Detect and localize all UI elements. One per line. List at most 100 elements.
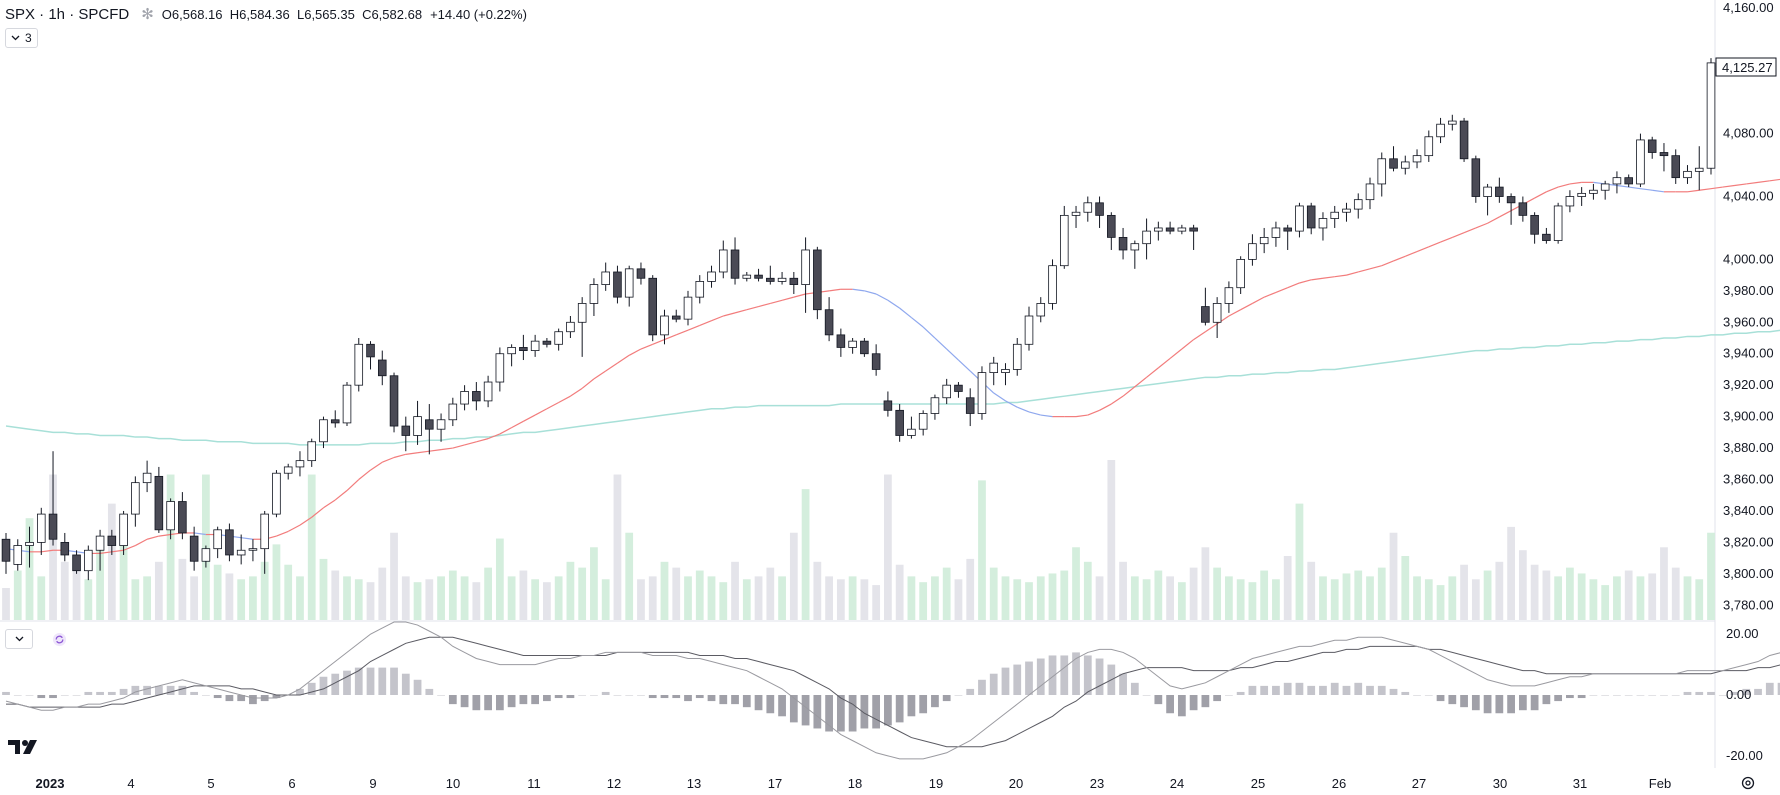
- candle: [60, 532, 70, 562]
- chevron-down-icon: [15, 636, 23, 642]
- fast-ma-segment: [417, 450, 430, 454]
- candle-body: [1295, 205, 1304, 232]
- candle: [1330, 205, 1340, 228]
- macd-histogram-bar: [942, 695, 951, 702]
- fast-ma-segment: [370, 461, 383, 471]
- macd-histogram-bar: [460, 695, 469, 708]
- volume-bar: [1613, 576, 1621, 620]
- macd-histogram-bar: [1272, 685, 1280, 695]
- fast-ma-segment: [1075, 414, 1088, 418]
- time-tick-label: 25: [1251, 776, 1265, 791]
- macd-histogram-bar: [1119, 673, 1127, 695]
- fast-ma-segment: [382, 456, 395, 463]
- candle: [1448, 114, 1457, 131]
- candle-body: [260, 513, 269, 550]
- candle: [1036, 297, 1046, 323]
- candle-body: [25, 541, 34, 546]
- volume-bar: [1707, 532, 1715, 620]
- volume-bar: [895, 564, 904, 620]
- volume-bar: [484, 567, 492, 620]
- fast-ma-segment: [1134, 376, 1147, 388]
- time-tick-label: 2023: [36, 776, 65, 791]
- candle-body: [60, 541, 70, 556]
- candle-body: [1506, 196, 1516, 204]
- candle: [366, 341, 375, 370]
- candle-body: [954, 384, 963, 392]
- candle: [1283, 224, 1292, 250]
- candle: [295, 451, 305, 477]
- macd-histogram-bar: [754, 695, 763, 711]
- candle-body: [425, 419, 434, 430]
- macd-histogram-bar: [249, 695, 257, 705]
- candle: [1389, 146, 1398, 172]
- macd-histogram-bar: [202, 695, 210, 696]
- candle: [824, 297, 834, 342]
- macd-histogram-bar: [695, 695, 704, 699]
- candle: [1495, 177, 1504, 203]
- candle-body: [1400, 161, 1410, 169]
- fast-ma-segment: [464, 441, 477, 446]
- candle: [671, 309, 681, 323]
- candle-body: [1118, 236, 1128, 251]
- fast-ma-segment: [1181, 339, 1194, 350]
- snowflake-icon[interactable]: ✻: [141, 6, 154, 23]
- fast-ma-segment: [1405, 250, 1418, 257]
- candle: [1365, 177, 1375, 210]
- macd-line: [5, 621, 1780, 760]
- time-axis[interactable]: 2023 4 5 6 9 10 11 12 13 17 18 19 20 23 24 25 26 27 30 31 Fe…: [36, 776, 1672, 791]
- price-axis[interactable]: 4,160.00 4,080.00 4,040.00 4,000.00 3,980.00…: [1723, 0, 1774, 763]
- macd-histogram-bar: [1236, 691, 1245, 695]
- candle: [201, 545, 211, 568]
- volume-bar: [1236, 579, 1245, 620]
- candle: [1659, 143, 1669, 172]
- candle-body: [1283, 227, 1292, 232]
- fast-ma-segment: [1475, 222, 1488, 229]
- macd-histogram-bar: [1448, 695, 1457, 705]
- last-price-box: [1715, 57, 1777, 77]
- volume-bar: [590, 547, 598, 620]
- macd-histogram-bar: [1765, 682, 1774, 695]
- candle-body: [907, 428, 916, 436]
- fast-ma-segment: [1557, 183, 1571, 188]
- candle-body: [1612, 177, 1622, 185]
- macd-histogram-bar: [1718, 695, 1727, 696]
- slow-ma-line: [5, 329, 1780, 446]
- volume-bar: [707, 576, 716, 620]
- fast-ma-segment: [123, 544, 136, 551]
- candle: [413, 400, 422, 445]
- candle: [425, 404, 434, 455]
- candle-body: [1189, 227, 1198, 232]
- macd-histogram-bar: [613, 695, 622, 696]
- macd-histogram-bar: [1601, 695, 1610, 696]
- indicators-toggle-button[interactable]: 3: [5, 28, 38, 48]
- volume-bar: [989, 567, 998, 620]
- symbol-title[interactable]: SPX · 1h · SPCFD: [5, 5, 130, 23]
- fast-ma-segment: [1463, 227, 1477, 234]
- refresh-icon[interactable]: [52, 632, 67, 647]
- fast-ma-segment: [628, 348, 642, 356]
- macd-histogram-bar: [1554, 695, 1563, 702]
- price-tick-label: 3,960.00: [1723, 314, 1774, 329]
- candle-body: [448, 403, 458, 421]
- fast-ma-segment: [499, 427, 512, 435]
- macd-histogram-bar: [801, 695, 810, 726]
- tradingview-logo[interactable]: [8, 739, 40, 755]
- price-tick-label: 3,980.00: [1723, 283, 1774, 298]
- candle-body: [413, 416, 422, 436]
- fast-ma-segment: [1640, 188, 1653, 191]
- fast-ma-segment: [99, 551, 112, 554]
- macd-histogram-bar: [684, 695, 692, 702]
- volume-bar: [1695, 579, 1704, 620]
- volume-bar: [1566, 567, 1574, 620]
- settings-gear-icon[interactable]: [1740, 775, 1756, 791]
- fast-ma-segment: [511, 420, 524, 429]
- macd-pane-toggle-button[interactable]: [5, 629, 33, 649]
- macd-histogram-bar: [1730, 691, 1739, 695]
- candle: [836, 328, 846, 357]
- candle-body: [1624, 177, 1633, 185]
- symbol-legend[interactable]: SPX · 1h · SPCFD ✻ O6,568.16 H6,584.36 L…: [5, 3, 527, 25]
- volume-bar: [1248, 582, 1257, 620]
- candle: [1471, 155, 1481, 203]
- macd-histogram-bar: [1518, 695, 1527, 711]
